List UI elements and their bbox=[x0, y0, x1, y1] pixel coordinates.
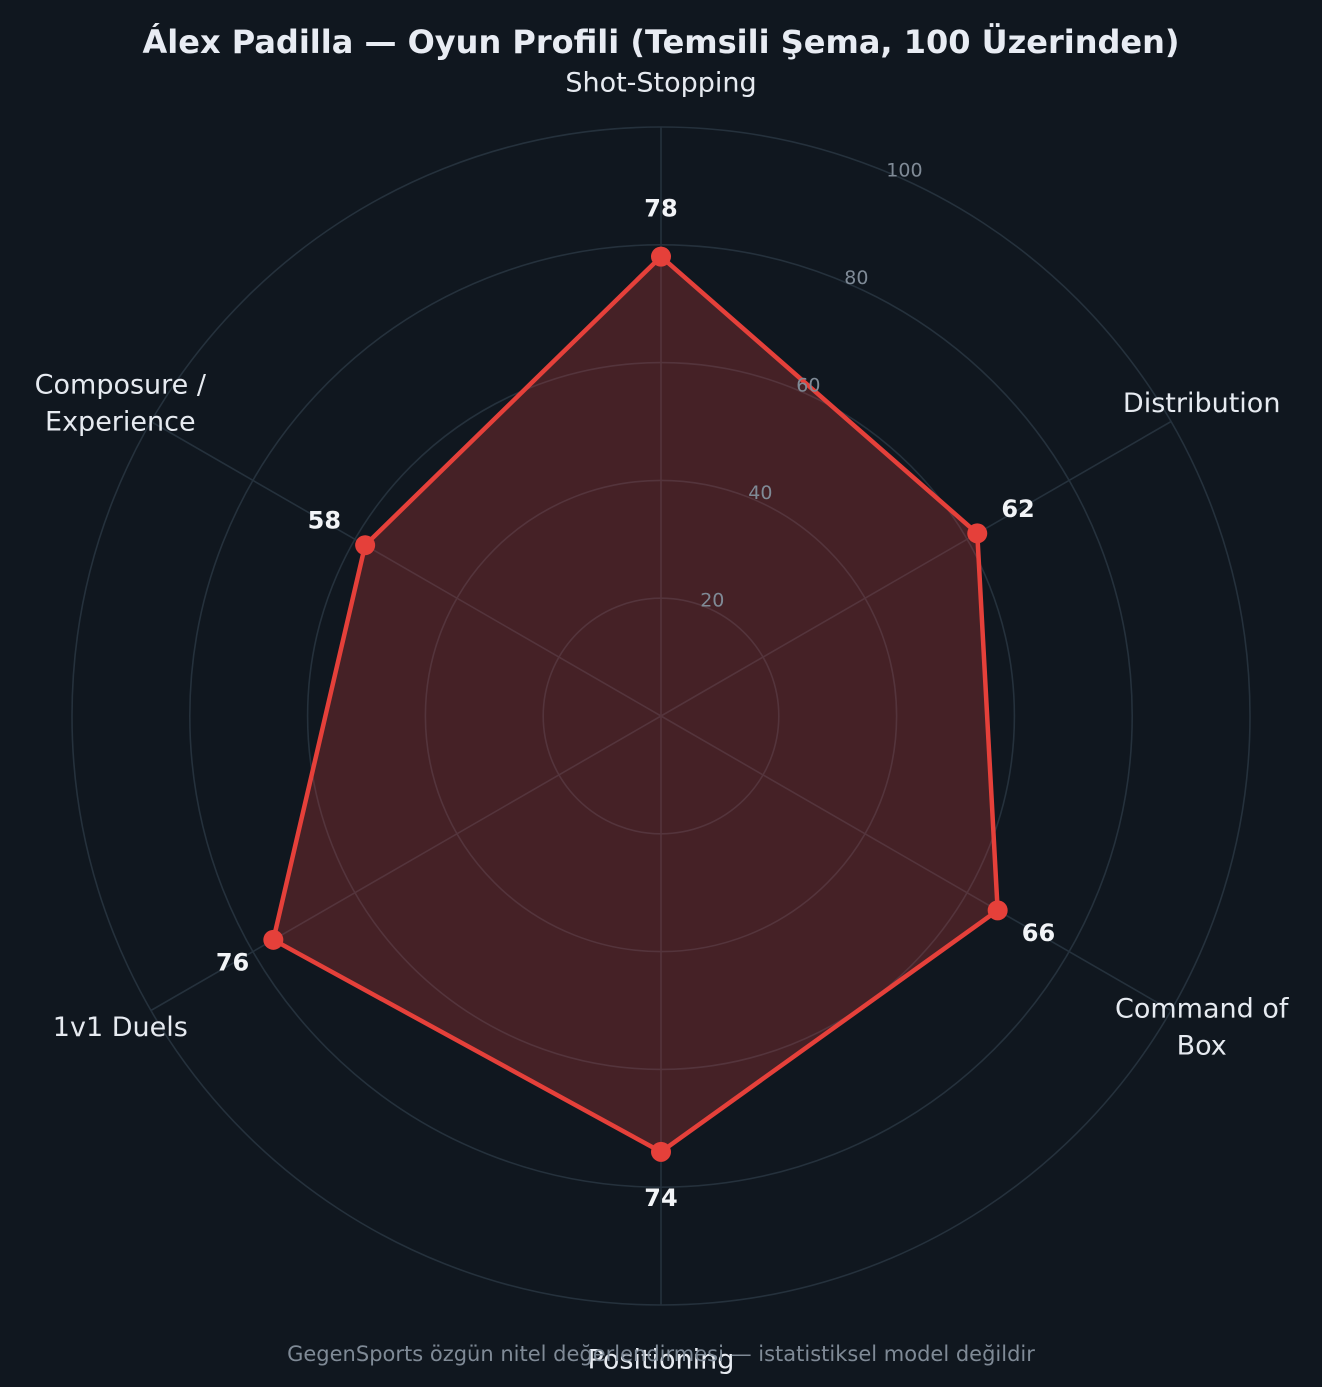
footnote: GegenSports özgün nitel değerlendirmesi … bbox=[287, 1342, 1035, 1366]
data-point bbox=[987, 900, 1008, 921]
axis-label-line: Positioning bbox=[588, 1344, 735, 1375]
grid-spoke-5 bbox=[150, 420, 662, 717]
radial-tick-label: 80 bbox=[844, 267, 868, 289]
data-point bbox=[263, 929, 284, 950]
grid-spoke-1 bbox=[660, 420, 1172, 717]
value-label: 78 bbox=[644, 194, 677, 222]
value-label: 76 bbox=[216, 948, 249, 976]
axis-label-line: Command of bbox=[1115, 993, 1290, 1024]
radial-tick-label: 20 bbox=[700, 590, 724, 612]
radial-tick-label: 60 bbox=[796, 375, 820, 397]
axis-label: Command of Box bbox=[1115, 993, 1290, 1061]
data-point bbox=[651, 1141, 671, 1162]
grid-spoke-2 bbox=[660, 715, 1172, 1012]
axis-label-line: Composure / bbox=[35, 369, 207, 400]
radial-tick-label: 40 bbox=[748, 482, 772, 504]
value-label: 74 bbox=[644, 1184, 677, 1212]
grid bbox=[71, 126, 1251, 1306]
data-point bbox=[355, 535, 376, 556]
labels: 20 40 60 80 100 78 62 66 74 76 58 Shot-Stopping Dist… bbox=[35, 67, 1290, 1375]
radial-tick-label: 100 bbox=[886, 159, 922, 181]
axis-label-line: Experience bbox=[45, 406, 196, 437]
grid-spoke-4 bbox=[150, 715, 662, 1012]
value-label: 58 bbox=[308, 507, 341, 535]
axis-label-line: 1v1 Duels bbox=[53, 1012, 188, 1043]
series bbox=[263, 246, 1008, 1162]
axis-label: Composure / Experience bbox=[35, 369, 207, 437]
axis-label-line: Box bbox=[1177, 1030, 1227, 1061]
chart-title: Álex Padilla — Oyun Profili (Temsili Şem… bbox=[143, 23, 1180, 61]
axis-label: Positioning bbox=[588, 1344, 735, 1375]
axis-label-line: Shot-Stopping bbox=[565, 67, 756, 98]
axis-label: Distribution bbox=[1123, 387, 1281, 418]
value-label: 62 bbox=[1001, 495, 1034, 523]
value-label: 66 bbox=[1022, 919, 1055, 947]
axis-label: 1v1 Duels bbox=[53, 1012, 188, 1043]
data-point bbox=[651, 246, 671, 267]
data-point bbox=[967, 523, 988, 544]
axis-label: Shot-Stopping bbox=[565, 67, 756, 98]
axis-label-line: Distribution bbox=[1123, 387, 1281, 418]
